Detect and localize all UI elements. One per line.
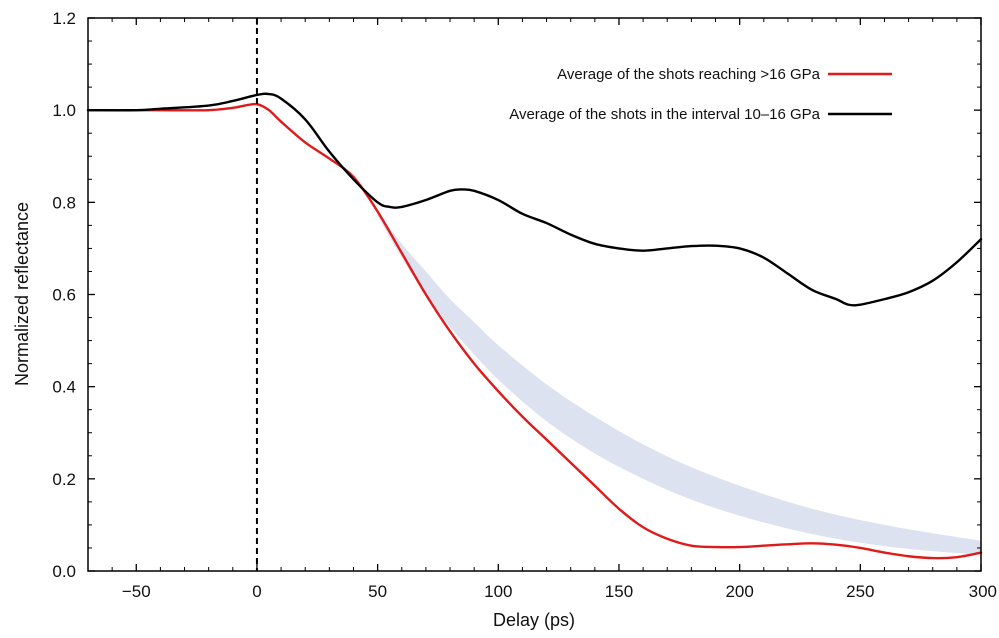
shaded-band <box>377 211 981 555</box>
series-layer <box>86 92 983 560</box>
y-axis-title: Normalized reflectance <box>12 202 32 386</box>
tick-layer <box>87 17 982 572</box>
y-tick-label: 1.0 <box>52 101 76 120</box>
x-tick-label: 100 <box>484 582 512 601</box>
x-tick-label: 0 <box>252 582 261 601</box>
y-tick-label: 0.8 <box>52 193 76 212</box>
band-layer <box>377 211 981 555</box>
legend: Average of the shots reaching >16 GPa Ave… <box>509 66 892 123</box>
legend-label: Average of the shots reaching >16 GPa <box>557 66 820 83</box>
tick-label-layer: −50 0 50 100 150 200 250 300 0.0 0.2 0.4 0.6 0.8 1.0 1… <box>52 9 997 601</box>
series-line-black <box>86 92 983 307</box>
series-line-red <box>86 102 983 560</box>
plot-background <box>88 18 981 571</box>
y-tick-label: 0.4 <box>52 378 76 397</box>
x-tick-label: 250 <box>846 582 874 601</box>
y-tick-label: 0.2 <box>52 470 76 489</box>
x-tick-label: −50 <box>122 582 151 601</box>
x-axis-title: Delay (ps) <box>493 610 575 630</box>
legend-label: Average of the shots in the interval 10–… <box>509 106 820 123</box>
x-tick-label: 200 <box>725 582 753 601</box>
x-tick-label: 150 <box>605 582 633 601</box>
x-tick-label: 300 <box>969 582 997 601</box>
y-tick-label: 0.0 <box>52 562 76 581</box>
x-tick-label: 50 <box>368 582 387 601</box>
y-tick-label: 0.6 <box>52 286 76 305</box>
y-tick-label: 1.2 <box>52 9 76 28</box>
